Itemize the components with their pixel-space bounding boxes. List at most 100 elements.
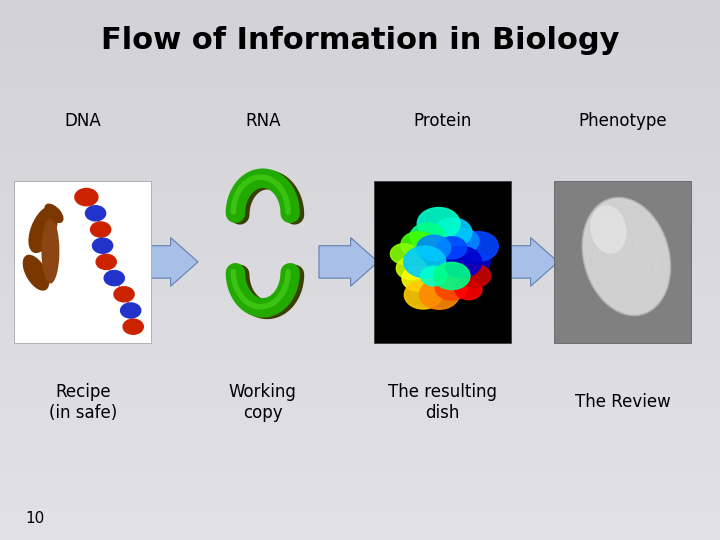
Bar: [0, 54, 720, 57]
Bar: [0, 381, 720, 383]
Circle shape: [114, 287, 134, 302]
Bar: [0, 213, 720, 216]
Bar: [0, 354, 720, 356]
Bar: [0, 246, 720, 248]
Bar: [0, 446, 720, 448]
Ellipse shape: [590, 205, 626, 254]
Bar: [0, 19, 720, 22]
Bar: [0, 124, 720, 127]
Bar: [0, 418, 720, 421]
Bar: [0, 400, 720, 402]
Bar: [0, 259, 720, 262]
Bar: [0, 302, 720, 305]
Bar: [0, 202, 720, 205]
Bar: [0, 35, 720, 38]
Bar: [0, 329, 720, 332]
Text: DNA: DNA: [64, 112, 102, 131]
Bar: [0, 205, 720, 208]
Bar: [0, 22, 720, 24]
Circle shape: [446, 228, 479, 253]
Bar: [0, 526, 720, 529]
Bar: [0, 167, 720, 170]
Bar: [0, 43, 720, 46]
Circle shape: [440, 246, 482, 278]
Bar: [0, 84, 720, 86]
Bar: [0, 256, 720, 259]
Bar: [0, 429, 720, 432]
Bar: [0, 132, 720, 135]
Bar: [0, 16, 720, 19]
Bar: [0, 240, 720, 243]
Bar: [0, 292, 720, 294]
Bar: [0, 232, 720, 235]
Bar: [0, 338, 720, 340]
Bar: [0, 97, 720, 100]
Bar: [0, 494, 720, 497]
Bar: [0, 373, 720, 375]
Circle shape: [420, 266, 447, 286]
Ellipse shape: [45, 204, 63, 223]
Bar: [0, 513, 720, 516]
Bar: [0, 394, 720, 397]
Bar: [0, 221, 720, 224]
Bar: [0, 154, 720, 157]
Bar: [0, 192, 720, 194]
Bar: [374, 181, 511, 343]
Bar: [0, 275, 720, 278]
Bar: [0, 51, 720, 54]
Bar: [0, 410, 720, 413]
Bar: [0, 59, 720, 62]
Ellipse shape: [23, 255, 49, 291]
Bar: [0, 267, 720, 270]
Bar: [0, 3, 720, 5]
Bar: [0, 176, 720, 178]
Bar: [0, 130, 720, 132]
Bar: [0, 143, 720, 146]
Bar: [0, 46, 720, 49]
Circle shape: [120, 303, 140, 318]
Bar: [0, 327, 720, 329]
Bar: [0, 510, 720, 513]
Circle shape: [104, 271, 125, 286]
Bar: [0, 367, 720, 370]
Text: The resulting
dish: The resulting dish: [388, 383, 498, 422]
Bar: [0, 227, 720, 229]
Bar: [0, 435, 720, 437]
Bar: [0, 113, 720, 116]
Bar: [0, 389, 720, 392]
Circle shape: [96, 254, 117, 269]
Circle shape: [417, 235, 451, 260]
Circle shape: [433, 218, 472, 247]
Bar: [0, 378, 720, 381]
Bar: [0, 421, 720, 424]
Bar: [0, 386, 720, 389]
Bar: [0, 286, 720, 289]
Bar: [0, 405, 720, 408]
Bar: [0, 138, 720, 140]
Bar: [0, 200, 720, 202]
Bar: [0, 265, 720, 267]
Bar: [14, 181, 151, 343]
Ellipse shape: [42, 219, 60, 284]
Bar: [0, 162, 720, 165]
Bar: [0, 73, 720, 76]
Bar: [0, 427, 720, 429]
Bar: [0, 248, 720, 251]
Text: Phenotype: Phenotype: [578, 112, 667, 131]
Text: The Review: The Review: [575, 393, 670, 411]
Circle shape: [123, 319, 143, 334]
Bar: [0, 216, 720, 219]
Bar: [0, 62, 720, 65]
Bar: [0, 362, 720, 364]
Bar: [0, 254, 720, 256]
Bar: [0, 211, 720, 213]
Bar: [0, 348, 720, 351]
Bar: [0, 157, 720, 159]
Bar: [0, 454, 720, 456]
Bar: [0, 356, 720, 359]
Bar: [0, 413, 720, 416]
Circle shape: [459, 264, 490, 287]
Bar: [0, 70, 720, 73]
Bar: [0, 151, 720, 154]
Bar: [0, 300, 720, 302]
